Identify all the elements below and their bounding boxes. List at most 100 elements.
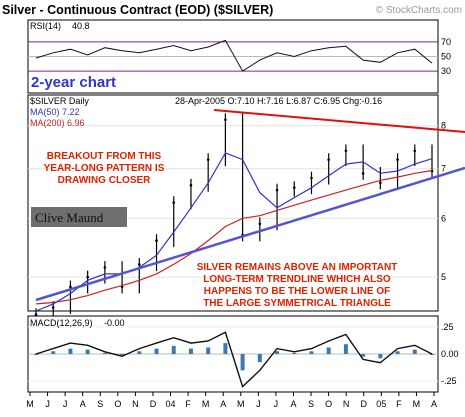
signature-box (31, 207, 127, 227)
price-close-point (206, 158, 210, 161)
trendline-line-2: LONG-TERM TRENDLINE WHICH ALSO (203, 274, 391, 285)
macd-histogram-bar (206, 347, 211, 354)
macd-histogram-bar (102, 352, 107, 354)
x-axis-label: M (413, 399, 421, 409)
chart-title: Silver - Continuous Contract (EOD) ($SIL… (2, 3, 273, 17)
x-axis-label: F (396, 399, 402, 409)
macd-histogram-bar (430, 354, 434, 355)
price-close-point (34, 313, 38, 316)
macd-histogram-bar (51, 351, 56, 354)
x-axis-label: F (185, 399, 191, 409)
breakout-annotation: BREAKOUT FROM THIS YEAR-LONG PATTERN IS … (44, 151, 165, 186)
trendline-annotation: SILVER REMAINS ABOVE AN IMPORTANT LONG-T… (197, 262, 398, 309)
rsi-label: RSI(14) (30, 21, 61, 31)
price-tick-label: 8 (441, 121, 446, 131)
price-close-point (69, 285, 72, 289)
rsi-gridlines (28, 41, 438, 72)
macd-label: MACD(12,26,9) (30, 318, 93, 328)
macd-histogram-bar (171, 345, 176, 354)
price-close-point (51, 306, 55, 309)
macd-histogram-bar (137, 351, 142, 354)
price-close-point (172, 201, 176, 204)
x-axis-label: J (45, 399, 50, 409)
x-axis-label: J (274, 399, 279, 409)
trendline-line-3: HAPPENS TO BE THE LOWER LINE OF (204, 286, 391, 297)
x-axis-label: A (220, 399, 226, 409)
lower-trendline (35, 166, 465, 302)
breakout-line-2: YEAR-LONG PATTERN IS (44, 163, 165, 174)
subtitle: 2-year chart (31, 74, 116, 91)
ma50-line (35, 152, 433, 312)
rsi-level-label: 50 (441, 52, 451, 62)
x-axis-label: A (80, 399, 86, 409)
signature: Clive Maund (35, 210, 104, 225)
macd-value: -0.00 (104, 318, 125, 328)
x-axis-label: M (202, 399, 210, 409)
macd-histogram-bar (395, 351, 400, 354)
price-close-point (189, 183, 193, 187)
price-close-point (292, 186, 296, 189)
macd-tick-labels: .25 0.00 -.25 (441, 322, 459, 386)
macd-histogram-bar (85, 349, 90, 354)
x-axis-label: D (360, 399, 367, 409)
ma50-label: MA(50) 7.22 (30, 107, 80, 117)
price-tick-label: 5 (441, 272, 446, 282)
x-axis-label: A (431, 399, 437, 409)
rsi-value: 40.8 (72, 21, 90, 31)
x-axis-label: J (256, 399, 261, 409)
price-close-point (258, 222, 262, 226)
price-close-point (275, 188, 279, 192)
macd-histogram-bar (68, 348, 73, 354)
price-close-point (86, 275, 89, 279)
price-close-point (103, 266, 107, 269)
macd-histogram-bar (188, 348, 193, 354)
rsi-level-label: 30 (441, 66, 451, 76)
x-axis-label: N (343, 399, 350, 409)
breakout-line-1: BREAKOUT FROM THIS (47, 151, 162, 162)
price-close-point (155, 239, 158, 242)
macd-histogram-bar (240, 354, 245, 371)
macd-histogram-bar (361, 354, 366, 357)
price-close-point (327, 158, 330, 161)
macd-histogram-bar (309, 351, 314, 354)
x-axis-label: A (290, 399, 296, 409)
price-symbol: $SILVER Daily (30, 96, 89, 106)
price-close-point (379, 181, 382, 185)
x-axis-label: M (26, 399, 34, 409)
macd-histogram (34, 343, 434, 371)
price-tick-label: 7 (441, 164, 446, 174)
ma200-label: MA(200) 6.96 (30, 118, 85, 128)
rsi-level-labels: 70 50 30 (441, 37, 451, 76)
macd-histogram-bar (343, 344, 348, 354)
price-tick-labels: 8 7 6 5 (441, 121, 446, 282)
x-axis-label: S (308, 399, 314, 409)
macd-line (35, 331, 433, 388)
ohlc-readout: 28-Apr-2005 O:7.10 H:7.16 L:6.87 C:6.95 … (175, 96, 382, 106)
price-close-point (413, 149, 417, 153)
price-close-point (396, 158, 399, 161)
macd-histogram-bar (378, 354, 383, 359)
x-axis: M J J A S O N D 04 F M A M J J A S O N D 05 F M A (26, 392, 437, 409)
rsi-line (35, 39, 433, 72)
price-tick-label: 6 (441, 213, 446, 223)
watermark: © StockCharts.com (376, 5, 462, 16)
macd-histogram-bar (326, 347, 331, 354)
macd-tick-label: .25 (441, 322, 454, 332)
breakout-line-3: DRAWING CLOSER (58, 175, 152, 186)
macd-histogram-bar (292, 352, 297, 354)
price-close-point (310, 176, 313, 180)
macd-histogram-bar (275, 351, 280, 354)
macd-histogram-bar (154, 348, 159, 354)
x-axis-label: S (97, 399, 103, 409)
rsi-level-label: 70 (441, 37, 451, 47)
price-close-point (361, 172, 365, 175)
price-panel (27, 94, 439, 312)
x-axis-label: O (114, 399, 121, 409)
subtitle-box (29, 72, 109, 90)
macd-tick-label: -.25 (441, 376, 457, 386)
ma200-line (35, 169, 433, 305)
macd-histogram-bar (120, 354, 125, 356)
trendline-line-1: SILVER REMAINS ABOVE AN IMPORTANT (197, 262, 398, 273)
x-axis-label: 04 (166, 399, 176, 409)
